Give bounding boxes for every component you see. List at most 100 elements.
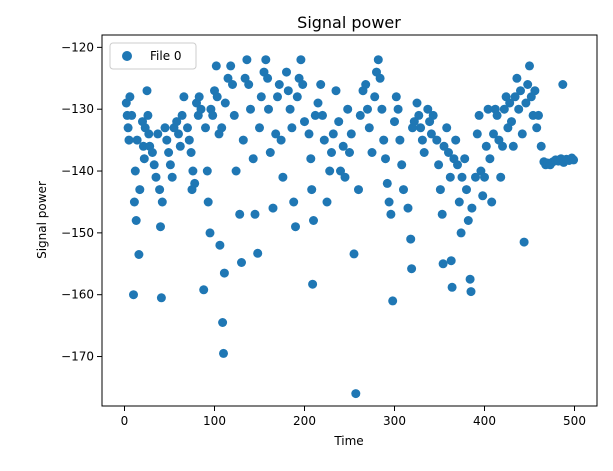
data-point: [255, 123, 264, 133]
data-point: [334, 117, 344, 127]
data-point: [388, 296, 398, 306]
data-point: [129, 197, 139, 207]
legend-box: [109, 42, 197, 70]
data-point: [438, 259, 448, 269]
y-tick-label: −170: [61, 350, 94, 364]
y-tick-label: −150: [61, 226, 94, 240]
data-point: [327, 148, 336, 157]
data-point: [231, 166, 241, 176]
data-point: [492, 110, 502, 120]
data-point: [384, 197, 394, 207]
data-point: [306, 154, 316, 164]
data-point: [397, 160, 407, 170]
data-point: [363, 104, 372, 114]
data-point: [478, 191, 488, 201]
data-point: [355, 110, 365, 120]
data-point: [446, 256, 456, 266]
data-point: [298, 80, 308, 89]
data-point: [460, 154, 470, 164]
data-point: [453, 160, 462, 170]
data-point: [480, 172, 489, 182]
data-point: [190, 178, 200, 188]
data-point: [285, 104, 295, 114]
data-point: [271, 129, 281, 139]
data-point: [487, 197, 497, 207]
data-point: [183, 123, 192, 133]
legend-entry-file-0: File 0: [150, 49, 182, 63]
data-point: [451, 135, 461, 145]
data-point: [386, 209, 396, 219]
points-layer: [121, 55, 579, 399]
data-point: [519, 237, 529, 247]
data-point: [274, 80, 284, 89]
data-point: [331, 86, 341, 96]
data-point: [474, 110, 484, 120]
data-point: [412, 98, 422, 108]
data-point: [149, 160, 159, 170]
data-point: [313, 98, 323, 108]
data-point: [499, 104, 509, 114]
data-point: [426, 129, 436, 139]
data-point: [292, 92, 302, 102]
data-point: [268, 203, 278, 213]
data-point: [226, 61, 236, 71]
data-point: [472, 129, 482, 139]
data-point: [391, 92, 401, 102]
y-tick-label: −120: [61, 40, 94, 54]
data-point: [162, 135, 172, 145]
data-point: [220, 98, 230, 108]
data-point: [219, 348, 228, 358]
data-point: [172, 117, 182, 127]
data-point: [367, 148, 377, 157]
data-point: [278, 172, 288, 182]
data-point: [235, 209, 245, 219]
data-point: [381, 154, 390, 164]
data-point: [250, 209, 260, 219]
data-point: [445, 172, 455, 182]
data-point: [338, 141, 348, 151]
data-point: [406, 234, 416, 244]
data-point: [199, 285, 209, 295]
data-point: [157, 197, 167, 207]
data-point: [212, 92, 222, 102]
data-point: [370, 92, 380, 102]
data-point: [417, 135, 427, 145]
x-tick-label: 300: [383, 414, 406, 428]
data-point: [510, 92, 520, 102]
data-point: [130, 166, 140, 176]
data-point: [139, 154, 149, 164]
data-point: [536, 141, 546, 151]
data-point: [127, 110, 137, 120]
data-point: [289, 197, 299, 207]
data-point: [345, 148, 354, 157]
data-point: [454, 197, 464, 207]
data-point: [481, 141, 491, 151]
data-point: [167, 172, 177, 182]
data-point: [304, 129, 314, 139]
data-point: [123, 123, 133, 133]
data-point: [349, 249, 359, 259]
data-point: [215, 240, 225, 250]
data-point: [399, 185, 408, 195]
data-point: [318, 110, 327, 120]
data-point: [485, 154, 495, 164]
y-tick-label: −140: [61, 164, 94, 178]
data-point: [308, 279, 318, 289]
x-tick-label: 0: [121, 414, 129, 428]
data-point: [435, 185, 445, 195]
data-point: [201, 123, 210, 133]
data-point: [229, 110, 239, 120]
y-axis-label: Signal power: [35, 181, 49, 259]
data-point: [379, 135, 389, 145]
data-point: [393, 104, 403, 114]
y-tick-label: −130: [61, 102, 94, 116]
data-point: [131, 216, 141, 225]
data-point: [238, 135, 248, 145]
data-point: [507, 117, 516, 127]
data-point: [447, 282, 457, 292]
data-point: [462, 185, 471, 195]
x-axis-label: Time: [333, 434, 363, 448]
data-point: [419, 148, 429, 157]
x-tick-label: 500: [563, 414, 586, 428]
data-point: [132, 135, 142, 145]
